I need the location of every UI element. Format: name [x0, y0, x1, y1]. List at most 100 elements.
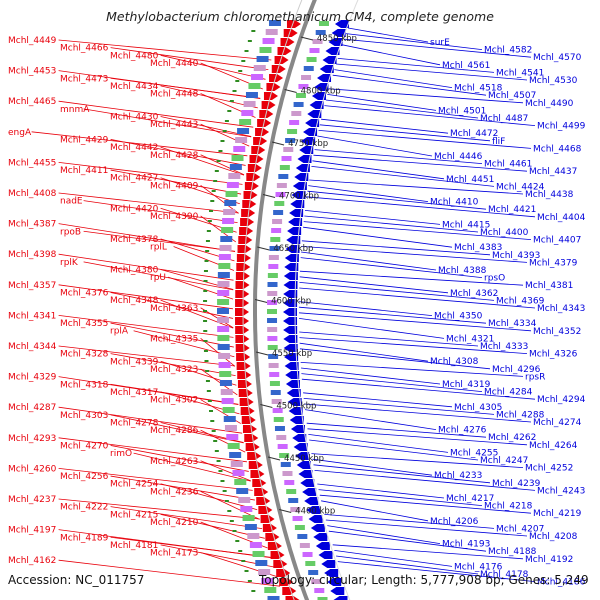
leader-line-right [312, 458, 433, 476]
leader-line-right [319, 494, 532, 514]
tick-label: 4700 kbp [279, 192, 319, 202]
gene-label-left: Mchl_4341 [8, 311, 56, 321]
reverse-gene-arrow [289, 416, 304, 424]
category-block [217, 317, 230, 323]
category-block [294, 525, 305, 530]
gene-label-right: Mchl_4333 [480, 342, 528, 352]
leader-line-right [324, 514, 495, 529]
minor-tick [203, 300, 208, 302]
forward-gene-arrow [273, 560, 288, 568]
category-block [267, 309, 278, 314]
reverse-gene-arrow [290, 425, 305, 433]
category-block [267, 300, 278, 305]
category-block [272, 219, 283, 224]
forward-gene-arrow [236, 353, 251, 361]
minor-tick [209, 410, 214, 412]
reverse-gene-arrow [286, 236, 301, 244]
category-block [267, 291, 278, 296]
leader-line-right [313, 154, 528, 172]
category-block [284, 480, 295, 485]
category-block [271, 228, 282, 233]
category-block [273, 417, 284, 422]
category-block [265, 29, 278, 35]
reverse-gene-arrow [299, 146, 314, 154]
reverse-gene-arrow [303, 128, 318, 136]
category-block [303, 66, 314, 71]
category-block [287, 129, 298, 134]
minor-tick [206, 390, 211, 392]
leader-line-right [309, 179, 524, 195]
gene-label-right: Mchl_4393 [492, 251, 540, 261]
leader-line-left [58, 468, 253, 491]
minor-tick [204, 360, 209, 362]
gene-label-left: rplL [150, 243, 167, 253]
category-block [248, 83, 261, 89]
tick-mark [257, 246, 270, 251]
tick-mark [284, 89, 297, 93]
category-block [273, 210, 284, 215]
reverse-gene-arrow [305, 119, 320, 127]
reverse-gene-arrow [283, 326, 298, 334]
leader-line-right [327, 525, 441, 544]
gene-label-right: Mchl_4186 [537, 578, 586, 588]
gene-label-left: Mchl_4256 [60, 472, 109, 482]
minor-tick [229, 100, 234, 102]
gene-label-right: Mchl_4404 [537, 213, 586, 223]
gene-label-right: Mchl_4321 [446, 334, 494, 344]
gene-label-left: Mchl_4442 [110, 143, 158, 153]
forward-gene-arrow [283, 29, 298, 37]
leader-line-right [300, 367, 441, 385]
gene-label-right: Mchl_4381 [525, 281, 573, 291]
reverse-gene-arrow [285, 380, 300, 388]
leader-line-left [58, 39, 272, 61]
category-block [283, 147, 294, 152]
reverse-gene-arrow [284, 254, 299, 262]
category-block [253, 65, 266, 71]
gene-label-right: Mchl_4501 [438, 106, 486, 116]
leader-line-right [328, 530, 487, 552]
leader-line-right [325, 99, 479, 119]
gene-label-right: Mchl_4274 [533, 418, 582, 428]
gene-label-left: Mchl_4380 [110, 266, 159, 276]
reverse-gene-arrow [333, 596, 348, 600]
leader-line-left [110, 139, 246, 166]
reverse-gene-arrow [318, 551, 333, 559]
gene-label-right: Mchl_4499 [537, 122, 586, 132]
gene-label-left: Mchl_4453 [8, 67, 56, 77]
gene-label-left: Mchl_4455 [8, 158, 56, 168]
gene-label-right: Mchl_4208 [529, 532, 578, 542]
forward-gene-arrow [237, 245, 252, 253]
leader-line-right [299, 348, 491, 370]
category-block [217, 344, 230, 350]
reverse-gene-arrow [334, 20, 349, 28]
gene-label-left: Mchl_4236 [150, 487, 199, 497]
leader-line-right [299, 342, 429, 362]
gene-label-left: rplK [60, 258, 79, 268]
forward-gene-arrow [274, 56, 289, 64]
tick-label: 4650 kbp [273, 244, 313, 254]
gene-label-left: Mchl_4408 [8, 189, 57, 199]
reverse-gene-arrow [285, 371, 300, 379]
minor-tick [205, 240, 210, 242]
forward-gene-arrow [238, 389, 253, 397]
category-block [219, 380, 232, 386]
minor-tick [203, 350, 208, 352]
leader-line-right [304, 215, 479, 233]
minor-tick [203, 310, 207, 312]
forward-gene-arrow [236, 263, 251, 271]
category-block [252, 551, 265, 557]
leader-line-right [336, 555, 479, 575]
category-block [217, 281, 230, 287]
gene-label-left: Mchl_4344 [8, 342, 57, 352]
category-block [219, 371, 232, 377]
minor-tick [205, 370, 210, 372]
tick-mark [260, 404, 273, 408]
category-block [299, 543, 310, 548]
forward-gene-arrow [247, 452, 262, 460]
leader-line-right [306, 196, 536, 218]
gene-label-left: Mchl_4210 [150, 518, 199, 528]
leader-line-right [317, 483, 445, 499]
category-block [298, 84, 309, 89]
minor-tick [251, 30, 256, 32]
leader-line-right [301, 373, 483, 392]
